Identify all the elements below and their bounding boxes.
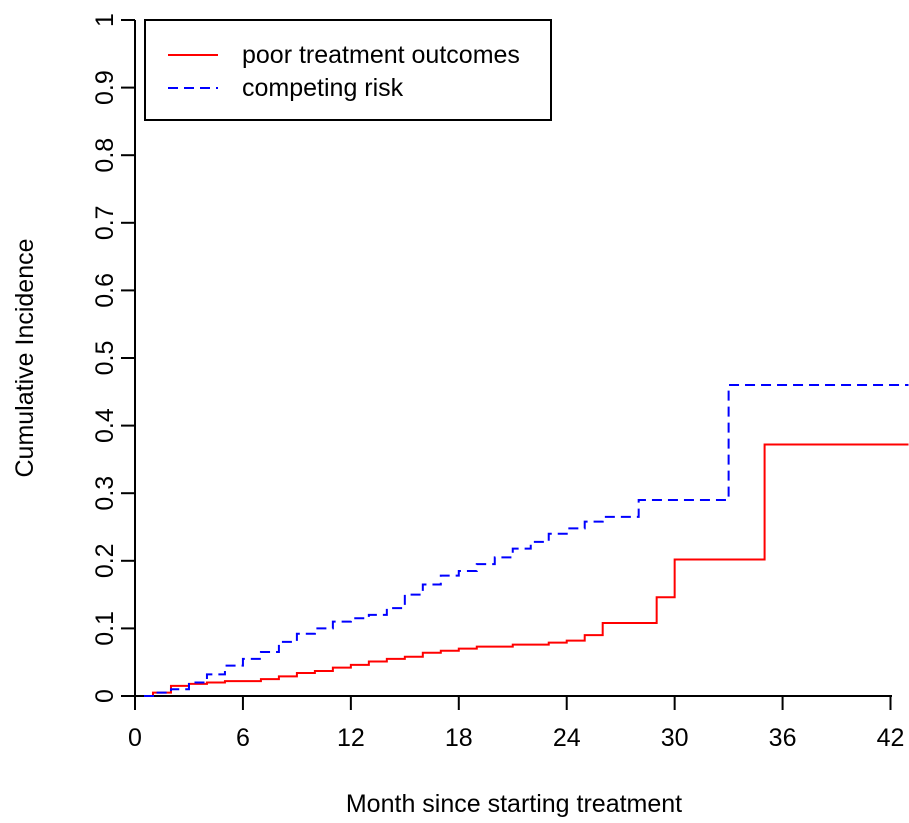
y-tick-label: 0.3 — [91, 476, 119, 511]
x-tick-label: 6 — [236, 724, 250, 752]
legend-box — [144, 19, 552, 121]
y-tick-label: 0.4 — [91, 408, 119, 443]
legend-label-poor-treatment-outcomes: poor treatment outcomes — [242, 41, 520, 69]
series-layer — [143, 384, 909, 697]
x-tick-label: 36 — [769, 724, 797, 752]
y-tick-label: 0.1 — [91, 611, 119, 646]
x-tick-label: 30 — [661, 724, 689, 752]
y-tick-label: 0.5 — [91, 341, 119, 376]
y-tick-label: 0.9 — [91, 70, 119, 105]
series-line-poor-treatment-outcomes — [143, 443, 909, 697]
y-axis-label: Cumulative Incidence — [11, 238, 39, 477]
y-tick-label: 0.8 — [91, 138, 119, 173]
y-tick-label: 0 — [91, 689, 119, 703]
x-tick-label: 12 — [337, 724, 365, 752]
x-tick-label: 18 — [445, 724, 473, 752]
series-line-competing-risk — [143, 384, 909, 697]
x-axis-label: Month since starting treatment — [346, 790, 682, 818]
y-tick-label: 0.6 — [91, 273, 119, 308]
y-ticks: 0 0.1 0.2 0.3 0.4 0.5 0.6 0.7 0.8 0.9 1 — [91, 13, 135, 703]
legend: poor treatment outcomes competing risk — [144, 19, 552, 121]
x-tick-label: 0 — [128, 724, 142, 752]
y-tick-label: 0.7 — [91, 205, 119, 240]
y-tick-label: 1 — [91, 13, 119, 27]
y-tick-label: 0.2 — [91, 543, 119, 578]
x-tick-label: 42 — [877, 724, 905, 752]
x-ticks: 0 6 12 18 24 30 36 42 — [128, 696, 904, 752]
legend-label-competing-risk: competing risk — [242, 74, 404, 102]
x-tick-label: 24 — [553, 724, 581, 752]
